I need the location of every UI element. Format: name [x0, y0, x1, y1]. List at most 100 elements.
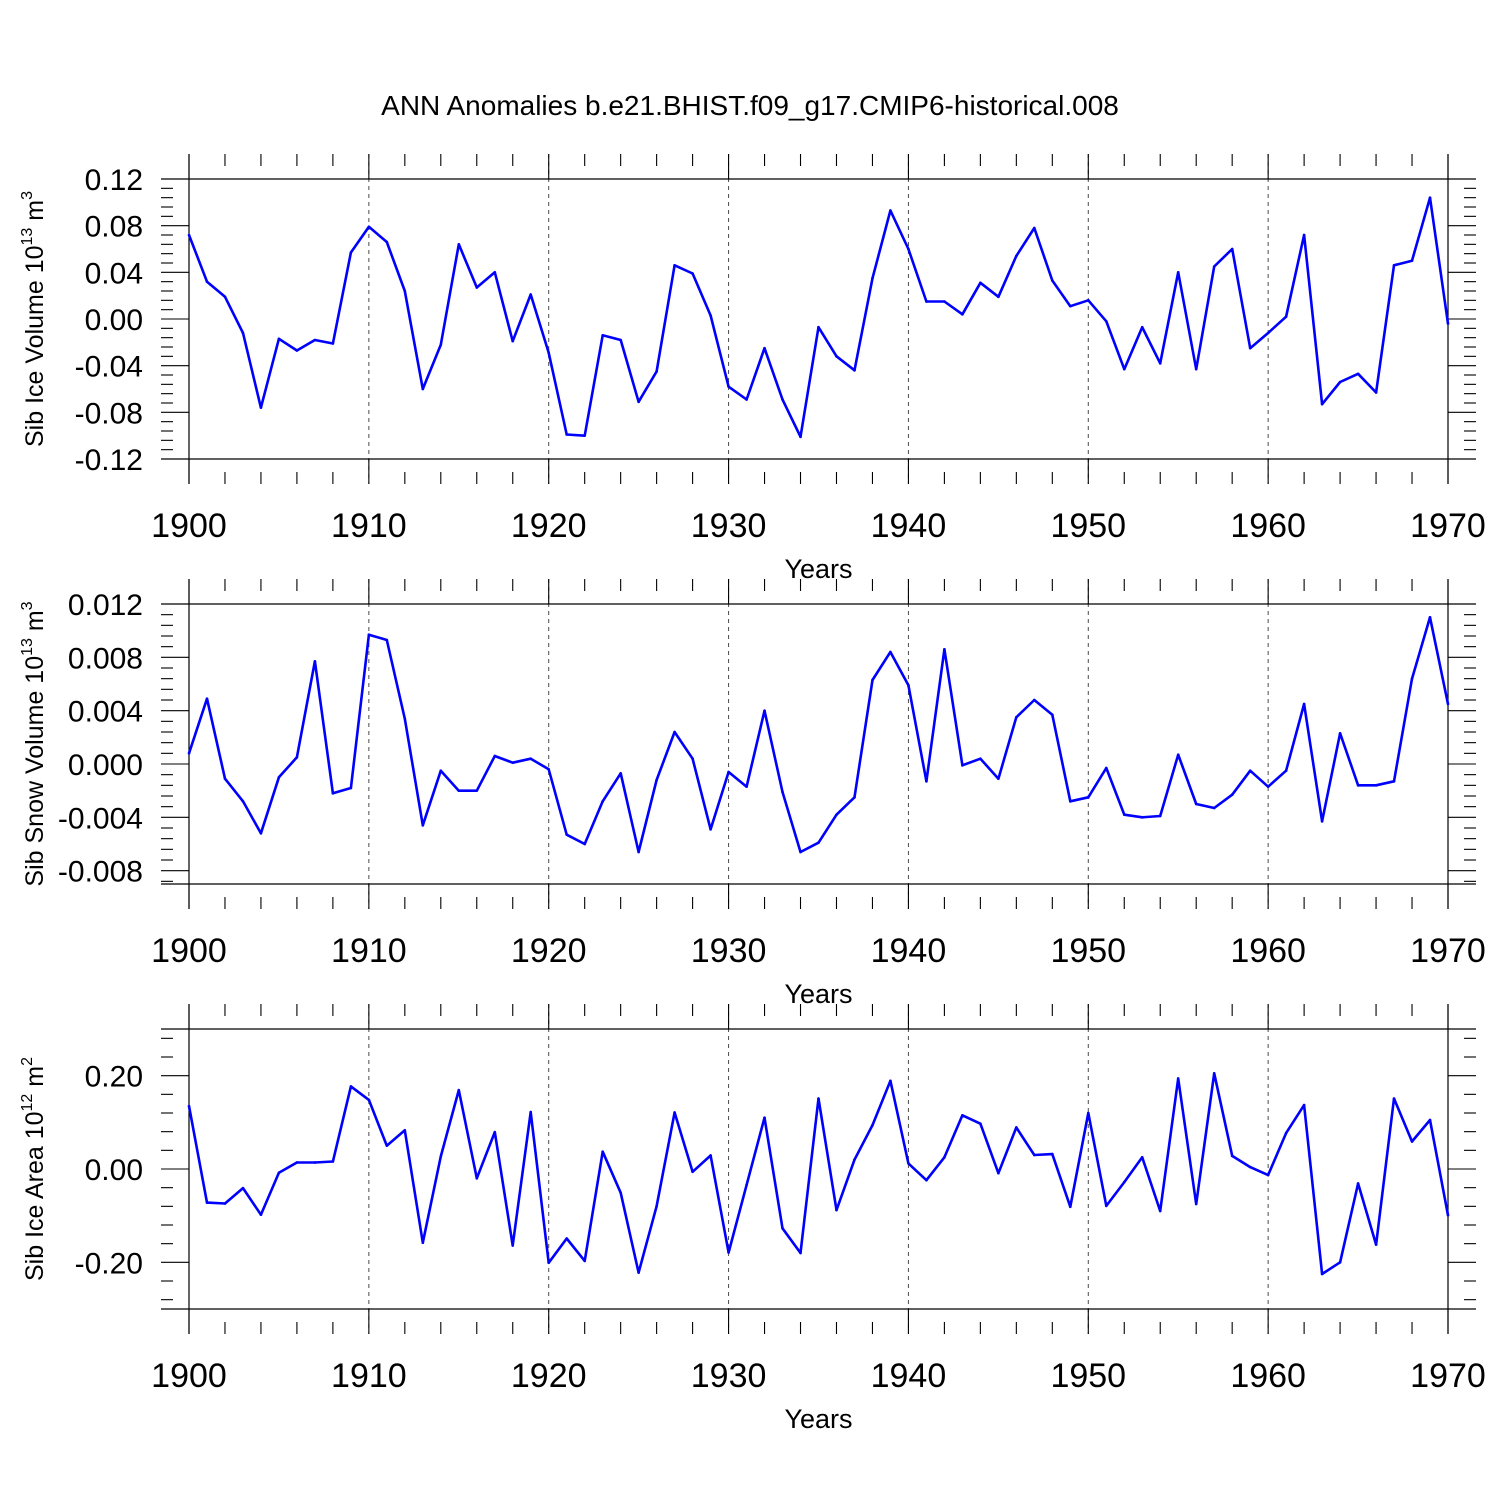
y-tick-label: -0.008	[58, 856, 143, 889]
data-point	[421, 387, 425, 391]
y-label-unit: m	[21, 1066, 49, 1094]
data-point	[1428, 196, 1432, 199]
data-point	[691, 272, 694, 275]
data-point	[205, 697, 209, 700]
data-point	[295, 756, 299, 759]
data-point	[1356, 1182, 1360, 1185]
data-point	[1015, 254, 1018, 258]
y-label-text: Sib Ice Volume 10	[21, 245, 49, 447]
data-point	[1194, 1202, 1198, 1206]
x-tick-label: 1960	[1230, 507, 1306, 545]
data-point	[1158, 814, 1162, 818]
data-point	[565, 833, 568, 836]
data-point	[889, 650, 892, 654]
y-tick-label: 0.04	[85, 257, 143, 290]
data-point	[1051, 1152, 1054, 1156]
data-point	[961, 313, 964, 316]
data-point	[277, 776, 281, 779]
y-tick-label: -0.20	[75, 1247, 143, 1280]
y-tick-label: -0.08	[75, 397, 143, 430]
data-point	[619, 338, 622, 342]
series-line-ice-area	[187, 1072, 1450, 1276]
data-point	[421, 824, 425, 827]
x-tick-label: 1970	[1410, 1357, 1486, 1395]
data-point	[691, 1170, 694, 1174]
data-point	[1302, 1103, 1306, 1107]
data-point	[1392, 1097, 1396, 1100]
data-point	[1140, 816, 1144, 819]
data-point	[673, 1111, 676, 1114]
data-point	[925, 780, 928, 783]
data-point	[1374, 391, 1378, 394]
data-point	[1176, 271, 1180, 274]
data-point	[187, 233, 191, 237]
data-point	[1284, 769, 1288, 772]
x-tick-label: 1950	[1050, 507, 1126, 545]
data-point	[223, 295, 227, 299]
data-point	[979, 1122, 982, 1126]
y-label-unit: m	[21, 610, 49, 638]
data-point	[1392, 780, 1396, 783]
x-tick-label: 1910	[331, 507, 407, 545]
data-point	[331, 792, 335, 795]
data-point	[943, 648, 946, 651]
x-tick-label: 1930	[691, 1357, 767, 1395]
data-point	[637, 1271, 640, 1274]
data-point	[1104, 320, 1108, 323]
data-point	[1320, 820, 1324, 823]
data-point	[961, 764, 964, 767]
data-point	[547, 768, 551, 771]
y-label-text: Sib Ice Area 10	[21, 1111, 49, 1281]
data-point	[313, 1161, 317, 1164]
data-point	[961, 1114, 964, 1117]
data-point	[583, 842, 586, 846]
y-tick-label: 0.12	[85, 164, 143, 197]
data-point	[241, 331, 245, 335]
x-tick-label: 1960	[1230, 932, 1306, 970]
data-point	[1069, 1205, 1072, 1209]
data-point	[817, 841, 820, 844]
data-point	[1302, 233, 1306, 237]
data-point	[1212, 1072, 1216, 1075]
data-point	[205, 1201, 209, 1204]
data-point	[475, 1177, 479, 1180]
data-point	[817, 1097, 820, 1100]
data-point	[403, 289, 407, 293]
data-point	[1086, 796, 1090, 799]
data-point	[583, 1259, 586, 1263]
data-point	[403, 717, 407, 720]
data-point	[835, 355, 838, 358]
data-point	[781, 398, 784, 401]
data-point	[1374, 1243, 1378, 1246]
data-point	[1015, 716, 1018, 719]
data-point	[763, 346, 766, 350]
data-point	[997, 777, 1000, 780]
y-tick-label: 0.008	[68, 642, 143, 675]
data-point	[475, 789, 479, 792]
x-tick-label: 1910	[331, 932, 407, 970]
data-point	[457, 243, 461, 246]
data-point	[1033, 1153, 1036, 1157]
data-point	[511, 1244, 515, 1247]
data-point	[1230, 1154, 1234, 1158]
x-tick-label: 1900	[151, 507, 227, 545]
y-tick-label: -0.04	[75, 351, 143, 384]
y-axis-label: Sib Snow Volume 1013 m3	[19, 601, 49, 886]
y-label-text: Sib Snow Volume 10	[21, 656, 49, 887]
data-point	[1446, 322, 1450, 325]
data-point	[943, 1156, 946, 1159]
y-tick-label: 0.000	[68, 749, 143, 782]
y-tick-label: 0.08	[85, 211, 143, 244]
x-tick-label: 1970	[1410, 507, 1486, 545]
data-point	[187, 752, 191, 755]
data-point	[1015, 1126, 1018, 1129]
data-point	[1302, 702, 1306, 706]
data-point	[1446, 702, 1450, 706]
data-point	[1140, 1156, 1144, 1159]
data-point	[385, 638, 389, 642]
data-point	[1230, 793, 1234, 796]
data-point	[1069, 304, 1072, 308]
data-point	[367, 1098, 371, 1102]
data-point	[907, 684, 910, 687]
data-point	[1086, 299, 1090, 302]
